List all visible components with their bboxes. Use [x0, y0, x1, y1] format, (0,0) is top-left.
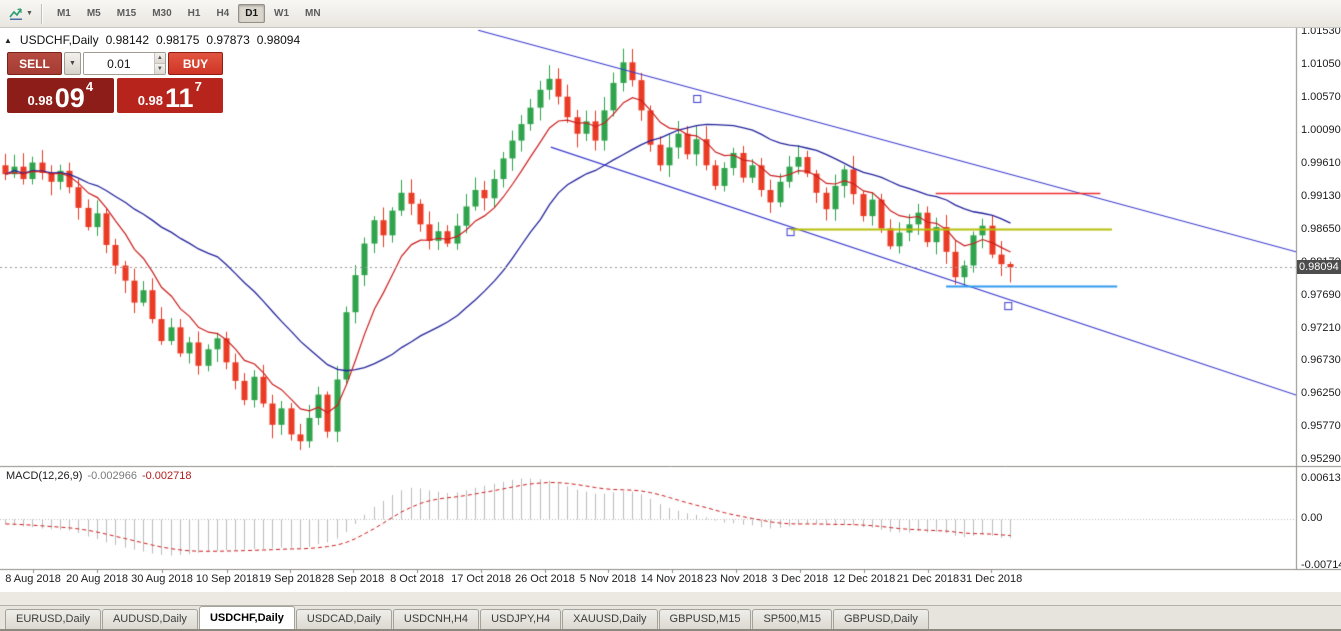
- price-axis-label: 0.99610: [1301, 156, 1341, 169]
- price-axis-label: 0.95770: [1301, 420, 1341, 433]
- date-axis-label: 26 Oct 2018: [514, 573, 575, 585]
- chart-tab-gbpusd-m15[interactable]: GBPUSD,M15: [658, 609, 752, 629]
- chart-ohlc-readout: ▲ USDCHF,Daily 0.98142 0.98175 0.97873 0…: [4, 33, 300, 47]
- timeframe-button-m30[interactable]: M30: [152, 8, 172, 19]
- chevron-down-icon[interactable]: ▼: [26, 10, 33, 17]
- toolbar-separator: [40, 3, 42, 24]
- price-axis-label: 0.98650: [1301, 222, 1341, 235]
- macd-value: -0.002966: [87, 470, 137, 482]
- chart-tab-usdcad-daily[interactable]: USDCAD,Daily: [295, 609, 392, 629]
- chart-tab-usdjpy-h4[interactable]: USDJPY,H4: [480, 609, 562, 629]
- timeframe-button-h4[interactable]: H4: [216, 8, 230, 19]
- timeframe-button-mn[interactable]: MN: [305, 8, 321, 19]
- buy-button[interactable]: BUY: [168, 52, 223, 75]
- price-axis-label: 0.97210: [1301, 321, 1341, 334]
- date-axis-label: 31 Dec 2018: [959, 573, 1023, 585]
- macd-axis-label: 0.00: [1301, 512, 1323, 525]
- chevron-down-icon: ▼: [69, 60, 76, 67]
- spinner-up-icon[interactable]: ▲: [154, 53, 165, 64]
- timeframe-button-m5[interactable]: M5: [86, 8, 101, 19]
- price-axis-label: 0.99130: [1301, 189, 1341, 202]
- chart-tab-xauusd-daily[interactable]: XAUUSD,Daily: [562, 609, 658, 629]
- date-axis-label: 8 Oct 2018: [390, 573, 444, 585]
- chart-tab-sp500-m15[interactable]: SP500,M15: [752, 609, 832, 629]
- buy-price-point: 7: [194, 79, 202, 94]
- lot-size-field: ▲ ▼: [83, 52, 166, 75]
- macd-axis-label: -0.007142: [1301, 559, 1341, 572]
- sell-price-pips: 09: [54, 83, 85, 114]
- chart-arrows-icon: [8, 6, 24, 22]
- chart-tabs: EURUSD,Daily AUDUSD,Daily USDCHF,Daily USDC…: [0, 605, 1341, 631]
- timeframe-button-d1[interactable]: D1: [238, 4, 266, 23]
- lot-size-input[interactable]: [84, 53, 154, 74]
- timeframe-button-w1[interactable]: W1: [274, 8, 290, 19]
- buy-price-prefix: 0.98: [137, 93, 164, 108]
- ohlc-close: 0.98094: [256, 33, 301, 47]
- chart-tab-eurusd-daily[interactable]: EURUSD,Daily: [5, 609, 101, 629]
- panel-collapse-icon[interactable]: ▲: [4, 35, 12, 45]
- price-axis-label: 1.00090: [1301, 123, 1341, 136]
- date-axis-label: 8 Aug 2018: [5, 573, 61, 585]
- date-axis-label: 10 Sep 2018: [195, 573, 259, 585]
- spinner-down-icon[interactable]: ▼: [154, 64, 165, 74]
- price-axis[interactable]: 1.01530 1.01050 1.00570 1.00090 0.99610 0.991…: [1298, 25, 1341, 542]
- date-axis-label: 14 Nov 2018: [640, 573, 704, 585]
- date-axis-label: 30 Aug 2018: [131, 573, 193, 585]
- date-axis-label: 19 Sep 2018: [258, 573, 322, 585]
- lot-dropdown-button[interactable]: ▼: [64, 52, 81, 75]
- timeframe-button-m1[interactable]: M1: [56, 8, 71, 19]
- ohlc-low: 0.97873: [206, 33, 250, 47]
- price-axis-label: 0.96730: [1301, 354, 1341, 367]
- price-axis-label: 1.00570: [1301, 90, 1341, 103]
- price-axis-label: 1.01050: [1301, 57, 1341, 70]
- timeframe-toolbar: ▼ M1 M5 M15 M30 H1 H4 D1 W1 MN: [0, 0, 1341, 28]
- sell-price-point: 4: [85, 79, 94, 94]
- date-axis-label: 23 Nov 2018: [704, 573, 768, 585]
- chart-tab-gbpusd-daily[interactable]: GBPUSD,Daily: [832, 609, 929, 629]
- date-axis-label: 17 Oct 2018: [451, 573, 512, 585]
- chart-tab-usdcnh-h4[interactable]: USDCNH,H4: [392, 609, 480, 629]
- price-axis-label: 0.95290: [1301, 453, 1341, 466]
- buy-price-box[interactable]: 0.98 11 7: [116, 78, 223, 114]
- current-price-tag: 0.98094: [1297, 259, 1341, 274]
- symbol-label: USDCHF,Daily: [19, 33, 99, 47]
- sell-price-prefix: 0.98: [27, 93, 53, 108]
- date-axis-label: 5 Nov 2018: [579, 573, 637, 585]
- macd-name: MACD(12,26,9): [6, 470, 83, 482]
- timeframe-button-m15[interactable]: M15: [116, 8, 137, 19]
- price-axis-label: 0.96250: [1301, 387, 1341, 400]
- chart-tab-usdchf-daily[interactable]: USDCHF,Daily: [198, 606, 295, 629]
- timeframe-buttons: M1 M5 M15 M30 H1 H4 D1 W1 MN: [50, 4, 328, 23]
- chart-tab-audusd-daily[interactable]: AUDUSD,Daily: [101, 609, 198, 629]
- ohlc-high: 0.98175: [156, 33, 200, 47]
- macd-axis-label: 0.006137: [1301, 471, 1341, 484]
- price-axis-label: 0.97690: [1301, 288, 1341, 301]
- timeframe-button-h1[interactable]: H1: [187, 8, 201, 19]
- sell-button[interactable]: SELL: [7, 52, 62, 75]
- date-axis-label: 28 Sep 2018: [321, 573, 385, 585]
- one-click-trade-panel: SELL ▼ ▲ ▼ BUY 0.98 09 4 0.98 11 7: [7, 52, 223, 113]
- lot-spinner: ▲ ▼: [153, 53, 165, 74]
- macd-indicator-label: MACD(12,26,9) -0.002966 -0.002718: [6, 470, 192, 482]
- macd-axis[interactable]: 0.006137 0.00 -0.007142: [1298, 28, 1341, 572]
- price-chart-canvas[interactable]: [0, 28, 1341, 592]
- date-axis-label: 21 Dec 2018: [896, 573, 960, 585]
- sell-price-box[interactable]: 0.98 09 4: [7, 78, 114, 113]
- date-axis-label: 3 Dec 2018: [771, 573, 829, 585]
- ohlc-open: 0.98142: [105, 33, 149, 47]
- date-axis-label: 20 Aug 2018: [66, 573, 128, 585]
- macd-signal-value: -0.002718: [141, 470, 192, 482]
- date-axis-label: 12 Dec 2018: [832, 573, 896, 585]
- buy-price-pips: 11: [165, 83, 194, 114]
- chart-mode-tool[interactable]: ▼: [5, 4, 36, 24]
